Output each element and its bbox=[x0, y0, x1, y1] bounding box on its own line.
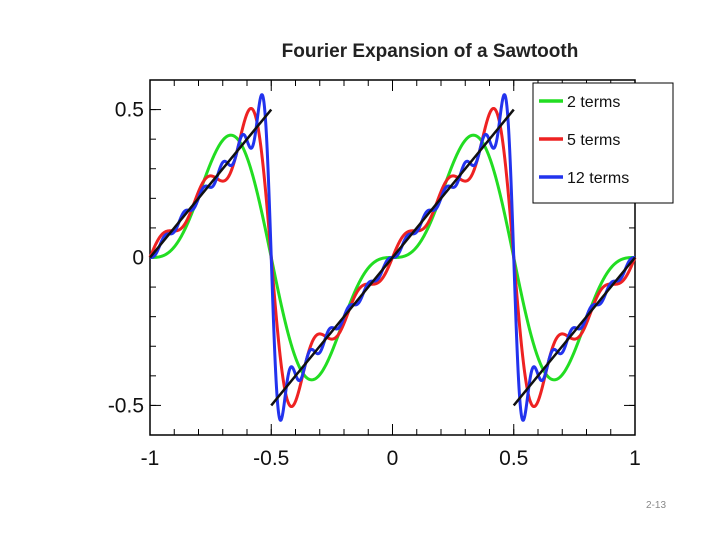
x-tick-label: -0.5 bbox=[253, 447, 289, 470]
x-tick-label: 1 bbox=[629, 447, 641, 470]
legend-label: 2 terms bbox=[567, 94, 620, 111]
x-tick-label: 0.5 bbox=[499, 447, 528, 470]
y-tick-label: -0.5 bbox=[108, 394, 144, 417]
series-group bbox=[148, 93, 637, 422]
x-tick-label: 0 bbox=[387, 447, 399, 470]
y-tick-label: 0.5 bbox=[115, 99, 144, 122]
legend-label: 12 terms bbox=[567, 170, 629, 187]
sawtooth-line-segment bbox=[149, 108, 273, 259]
page-number: 2-13 bbox=[646, 500, 667, 511]
sawtooth-line-segment bbox=[270, 108, 515, 407]
x-tick-label: -1 bbox=[141, 447, 160, 470]
chart-title: Fourier Expansion of a Sawtooth bbox=[282, 41, 579, 62]
sawtooth-line-segment bbox=[512, 256, 636, 407]
legend-box bbox=[532, 82, 674, 204]
legend: 2 terms 5 terms 12 terms bbox=[532, 82, 674, 204]
legend-label: 5 terms bbox=[567, 132, 620, 149]
y-tick-label: 0 bbox=[132, 247, 144, 270]
axis-tick-labels: -1 -0.5 0 0.5 1 -0.5 0 0.5 bbox=[108, 99, 641, 470]
